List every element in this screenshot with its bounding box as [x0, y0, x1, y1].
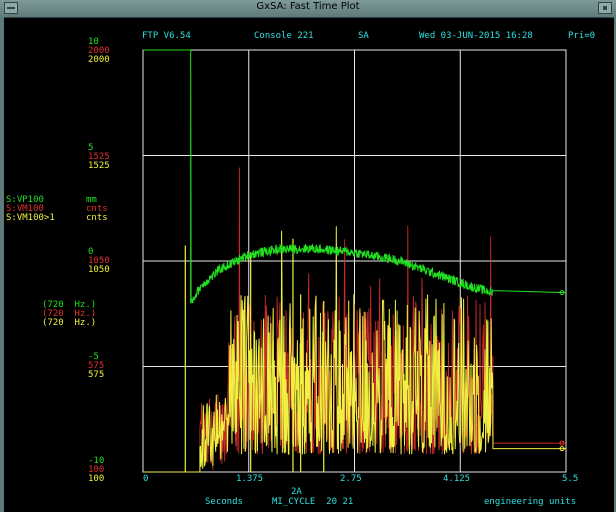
fast-time-plot[interactable] [0, 0, 616, 512]
fast-time-plot-window: GxSA: Fast Time Plot FTP V6.54 Console 2… [0, 0, 616, 512]
